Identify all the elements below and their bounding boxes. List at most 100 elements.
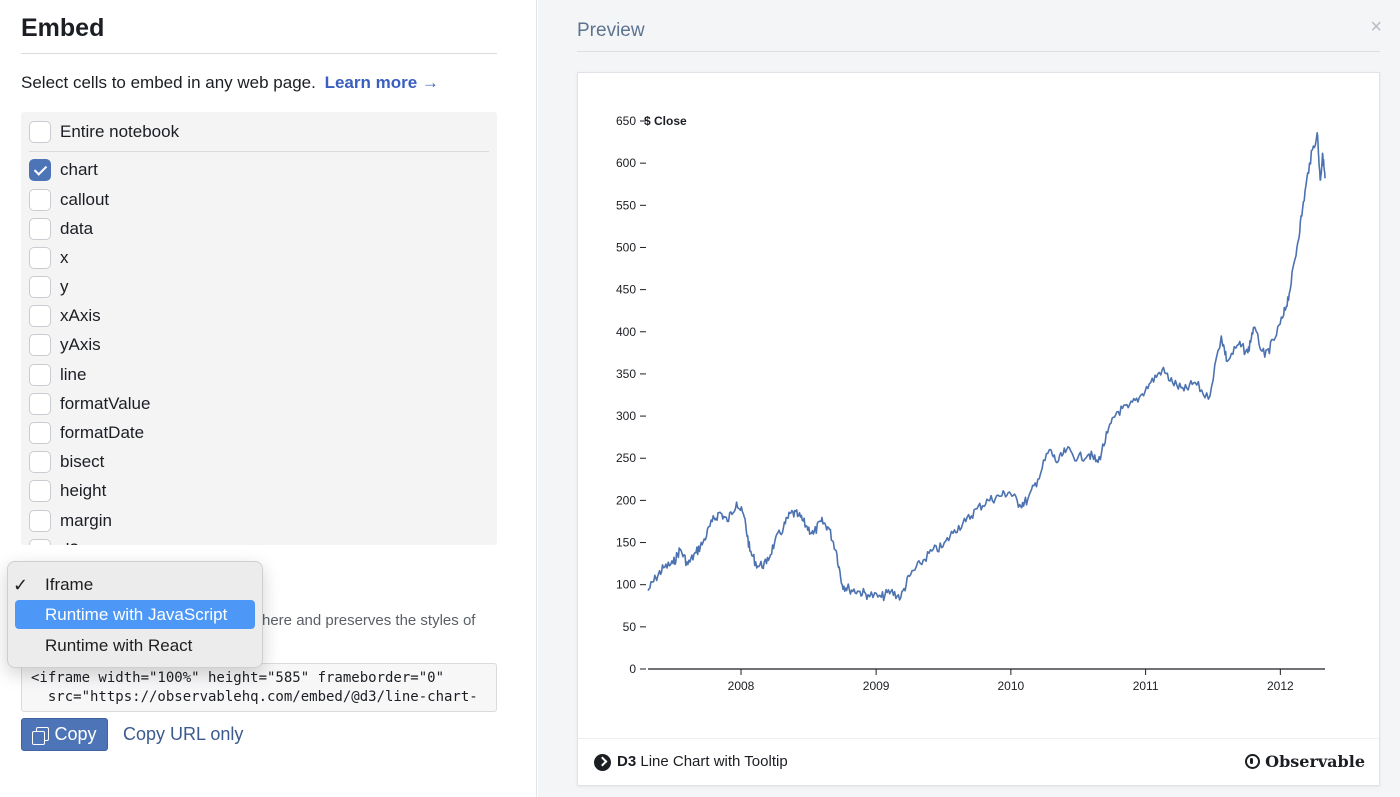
code-line: src="https://observablehq.com/embed/@d3/… bbox=[31, 689, 478, 705]
checkbox[interactable] bbox=[29, 120, 51, 143]
cell-option-formatdate[interactable]: formatDate bbox=[21, 418, 497, 447]
divider bbox=[21, 53, 497, 54]
cell-label: yAxis bbox=[60, 334, 101, 354]
copy-button[interactable]: Copy bbox=[21, 718, 108, 751]
cell-option-yaxis[interactable]: yAxis bbox=[21, 330, 497, 359]
cell-option-data[interactable]: data bbox=[21, 214, 497, 243]
preview-title: Preview bbox=[577, 20, 645, 41]
checkbox[interactable] bbox=[29, 392, 51, 415]
cell-option-d3[interactable]: d3 bbox=[21, 535, 497, 545]
y-tick-label: 400 bbox=[616, 325, 636, 339]
embed-panel: Embed Select cells to embed in any web p… bbox=[0, 0, 537, 797]
cell-label: bisect bbox=[60, 451, 105, 471]
notebook-title-prefix: D3 bbox=[617, 753, 637, 770]
x-tick-label: 2010 bbox=[998, 679, 1025, 693]
cell-option-entire-notebook[interactable]: Entire notebook bbox=[21, 117, 497, 146]
observable-brand[interactable]: Observable bbox=[1245, 752, 1365, 771]
close-icon[interactable]: × bbox=[1370, 16, 1382, 38]
cell-list[interactable]: Entire notebook chart callout data x y x… bbox=[21, 112, 497, 545]
card-footer: D3 Line Chart with Tooltip Observable bbox=[578, 738, 1379, 785]
y-tick-label: 150 bbox=[616, 536, 636, 550]
y-tick-label: 250 bbox=[616, 451, 636, 465]
intro-text: Select cells to embed in any web page. L… bbox=[21, 73, 439, 93]
menu-item-label: Runtime with JavaScript bbox=[45, 604, 228, 624]
menu-item-runtime-react[interactable]: Runtime with React bbox=[15, 631, 255, 660]
notebook-title[interactable]: D3 Line Chart with Tooltip bbox=[617, 753, 788, 770]
y-axis-label: $ Close bbox=[644, 114, 687, 128]
observable-logo-icon bbox=[1245, 754, 1261, 769]
checkbox[interactable] bbox=[29, 246, 51, 269]
divider bbox=[577, 51, 1380, 52]
code-line: <iframe width="100%" height="585" frameb… bbox=[31, 670, 445, 686]
cell-label: formatValue bbox=[60, 393, 151, 413]
cell-option-chart[interactable]: chart bbox=[21, 155, 497, 184]
menu-item-runtime-javascript[interactable]: Runtime with JavaScript bbox=[15, 600, 255, 629]
checkbox[interactable] bbox=[29, 479, 51, 502]
format-help-text: here and preserves the styles of bbox=[262, 612, 476, 629]
cell-label: xAxis bbox=[60, 305, 101, 325]
cell-label: formatDate bbox=[60, 422, 145, 442]
y-tick-label: 200 bbox=[616, 493, 636, 507]
preview-panel: Preview × 0 50 100 150 200 250 300 350 400 450 500… bbox=[538, 0, 1400, 797]
panel-title: Embed bbox=[21, 14, 105, 42]
checkbox[interactable] bbox=[29, 538, 51, 545]
checkbox[interactable] bbox=[29, 275, 51, 298]
checkbox[interactable] bbox=[29, 363, 51, 386]
menu-item-iframe[interactable]: Iframe bbox=[15, 570, 255, 599]
divider bbox=[29, 151, 489, 152]
cell-option-bisect[interactable]: bisect bbox=[21, 447, 497, 476]
cell-label: height bbox=[60, 480, 107, 500]
cell-label: line bbox=[60, 364, 87, 384]
cell-option-formatvalue[interactable]: formatValue bbox=[21, 389, 497, 418]
cell-label: x bbox=[60, 247, 69, 267]
y-tick-label: 50 bbox=[623, 620, 637, 634]
x-tick-label: 2009 bbox=[863, 679, 890, 693]
checkbox[interactable] bbox=[29, 188, 51, 211]
notebook-title-text: Line Chart with Tooltip bbox=[636, 753, 788, 770]
y-tick-label: 100 bbox=[616, 578, 636, 592]
checkbox[interactable] bbox=[29, 158, 51, 181]
d3-logo-icon bbox=[594, 754, 611, 771]
checkbox[interactable] bbox=[29, 450, 51, 473]
cell-label: data bbox=[60, 218, 94, 238]
copy-button-label: Copy bbox=[54, 724, 97, 744]
cell-option-x[interactable]: x bbox=[21, 243, 497, 272]
copy-url-only-link[interactable]: Copy URL only bbox=[123, 724, 244, 744]
embed-code-box[interactable]: <iframe width="100%" height="585" frameb… bbox=[21, 663, 497, 712]
y-tick-label: 350 bbox=[616, 367, 636, 381]
checkbox[interactable] bbox=[29, 304, 51, 327]
checkbox[interactable] bbox=[29, 509, 51, 532]
format-dropdown-menu[interactable]: Iframe Runtime with JavaScript Runtime w… bbox=[7, 561, 263, 668]
cell-label: chart bbox=[60, 159, 98, 179]
menu-item-label: Iframe bbox=[45, 574, 94, 594]
y-tick-label: 450 bbox=[616, 283, 636, 297]
checkbox[interactable] bbox=[29, 333, 51, 356]
preview-card: 0 50 100 150 200 250 300 350 400 450 500 550 600 650 $… bbox=[577, 72, 1380, 786]
learn-more-link[interactable]: Learn more → bbox=[324, 73, 439, 92]
x-tick-label: 2011 bbox=[1133, 679, 1159, 693]
x-tick-label: 2008 bbox=[728, 679, 755, 693]
cell-option-xaxis[interactable]: xAxis bbox=[21, 301, 497, 330]
intro-label: Select cells to embed in any web page. bbox=[21, 73, 316, 92]
cell-option-y[interactable]: y bbox=[21, 272, 497, 301]
y-tick-label: 550 bbox=[616, 198, 636, 212]
cell-label: margin bbox=[60, 510, 112, 530]
y-tick-label: 0 bbox=[629, 662, 636, 676]
copy-icon bbox=[32, 726, 50, 745]
y-tick-label: 600 bbox=[616, 156, 636, 170]
cell-option-line[interactable]: line bbox=[21, 360, 497, 389]
checkbox[interactable] bbox=[29, 217, 51, 240]
y-tick-label: 650 bbox=[616, 114, 636, 128]
cell-label: y bbox=[60, 276, 69, 296]
checkmark-icon: ✓ bbox=[13, 575, 29, 595]
cell-option-callout[interactable]: callout bbox=[21, 185, 497, 214]
menu-item-label: Runtime with React bbox=[45, 635, 193, 655]
y-tick-label: 300 bbox=[616, 409, 636, 423]
cell-option-margin[interactable]: margin bbox=[21, 506, 497, 535]
cell-option-height[interactable]: height bbox=[21, 476, 497, 505]
cell-label: d3 bbox=[60, 540, 79, 546]
series-line bbox=[647, 132, 1326, 602]
checkbox[interactable] bbox=[29, 421, 51, 444]
line-chart: 0 50 100 150 200 250 300 350 400 450 500 550 600 650 $… bbox=[616, 114, 1326, 693]
cell-label: Entire notebook bbox=[60, 121, 180, 141]
